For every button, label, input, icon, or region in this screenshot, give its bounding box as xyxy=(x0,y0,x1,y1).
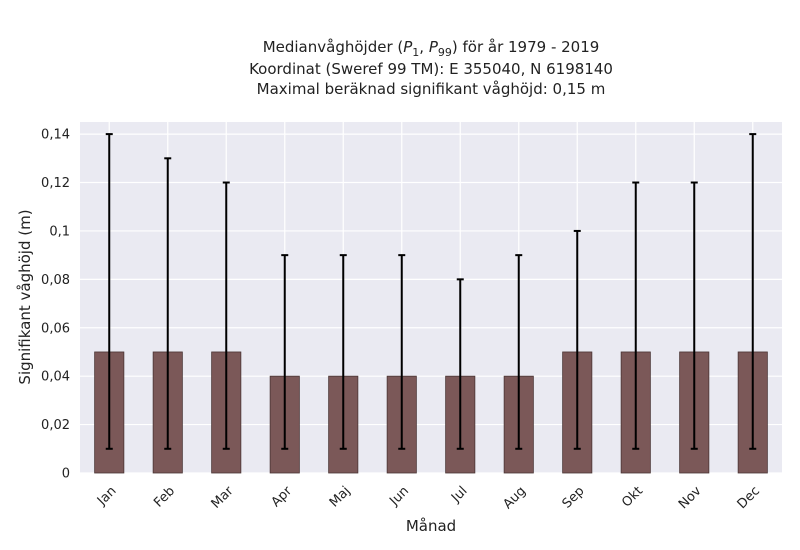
plot-area xyxy=(80,122,782,473)
y-tick-label: 0,02 xyxy=(41,418,70,433)
y-tick-label: 0,06 xyxy=(41,321,70,336)
x-axis-ticks: Jan Feb Mar Apr Maj Jun Jul Aug Sep Okt Nov Dec xyxy=(94,483,763,512)
y-tick-label: 0,12 xyxy=(41,176,70,191)
y-tick-label: 0,04 xyxy=(41,370,70,385)
x-tick-label-mar: Mar xyxy=(209,483,237,511)
y-tick-label: 0,14 xyxy=(41,128,70,143)
error-bar-dec xyxy=(749,133,757,450)
x-tick-label-maj: Maj xyxy=(327,484,354,511)
x-tick-label-aug: Aug xyxy=(500,484,529,513)
x-tick-label-sep: Sep xyxy=(560,484,588,512)
error-bar-nov xyxy=(690,181,698,450)
x-tick-label-jul: Jul xyxy=(448,484,470,506)
chart-title: Medianvåghöjder (P1, P99) för år 1979 - … xyxy=(249,38,613,98)
y-tick-label: 0 xyxy=(62,467,70,482)
title-line-3: Maximal beräknad signifikant våghöjd: 0,… xyxy=(257,80,606,98)
error-bars xyxy=(105,133,757,450)
title-line-1: Medianvåghöjder (P1, P99) för år 1979 - … xyxy=(263,38,600,59)
x-tick-label-dec: Dec xyxy=(735,484,763,512)
y-tick-label: 0,08 xyxy=(41,273,70,288)
error-bar-aug xyxy=(515,254,523,450)
error-bar-jul xyxy=(456,278,464,450)
x-tick-label-nov: Nov xyxy=(676,483,705,512)
y-axis-label: Signifikant våghöjd (m) xyxy=(16,209,34,384)
error-bar-okt xyxy=(632,181,640,450)
y-tick-label: 0,1 xyxy=(49,224,70,239)
error-bar-maj xyxy=(339,254,347,450)
x-axis-label: Månad xyxy=(406,517,456,535)
title-line-2: Koordinat (Sweref 99 TM): E 355040, N 61… xyxy=(249,60,613,78)
error-bar-feb xyxy=(164,157,172,450)
error-bar-apr xyxy=(281,254,289,450)
x-tick-label-okt: Okt xyxy=(619,484,646,511)
x-tick-label-jan: Jan xyxy=(94,484,119,509)
error-bar-sep xyxy=(573,229,581,450)
x-tick-label-jun: Jun xyxy=(386,484,412,510)
error-bar-jun xyxy=(398,254,406,450)
error-bar-mar xyxy=(222,181,230,450)
x-tick-label-apr: Apr xyxy=(269,483,296,510)
y-axis-ticks: 0 0,02 0,04 0,06 0,08 0,1 0,12 0,14 xyxy=(41,128,70,482)
x-tick-label-feb: Feb xyxy=(151,484,178,511)
error-bar-jan xyxy=(105,133,113,450)
